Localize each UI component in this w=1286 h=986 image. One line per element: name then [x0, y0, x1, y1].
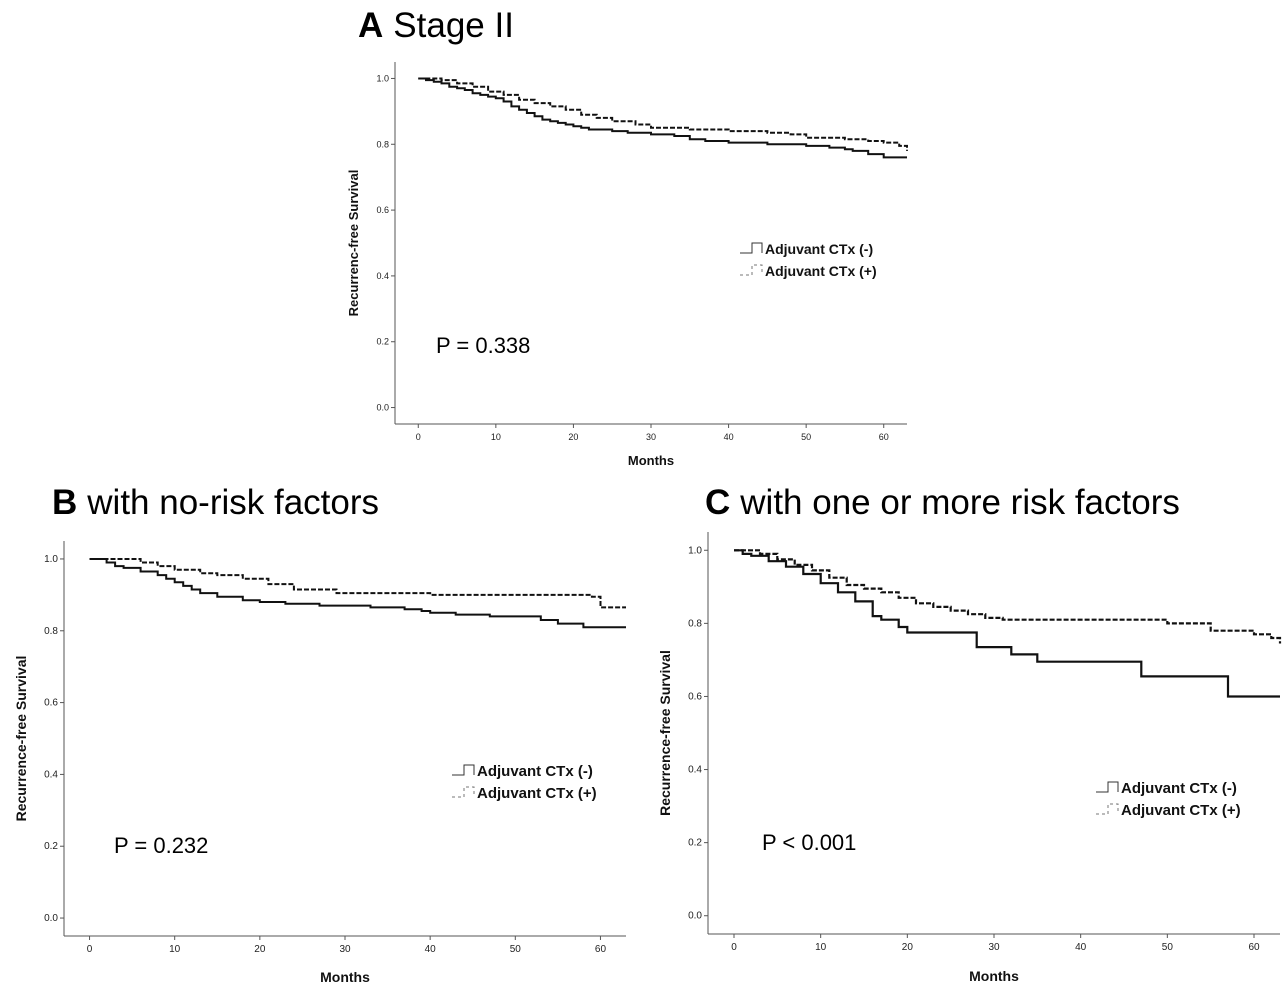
legend-swatch [1096, 803, 1119, 815]
y-axis-label: Recurrenc-free Survival [346, 170, 361, 317]
x-tick-label: 10 [169, 944, 181, 955]
x-tick-label: 0 [416, 432, 421, 442]
x-axis-label: Months [969, 968, 1019, 984]
y-tick-label: 0.6 [44, 698, 58, 709]
chart-panel-b: 0.0 0.2 0.4 0.6 0.8 1.0 0 10 20 30 40 50 60 Months Rec… [13, 541, 626, 985]
legend-swatch [740, 264, 763, 276]
x-tick-label: 50 [801, 432, 811, 442]
legend-label: Adjuvant CTx (-) [1121, 780, 1237, 797]
y-tick-label: 0.4 [376, 271, 389, 281]
panel-b-title-text: with no-risk factors [87, 483, 380, 522]
y-tick-label: 1.0 [44, 554, 58, 565]
p-value-annotation: P = 0.232 [114, 833, 208, 858]
x-tick-label: 20 [568, 432, 578, 442]
legend-swatch [452, 786, 475, 798]
series-line-ctx-plus [89, 558, 626, 609]
y-tick-label: 0.0 [44, 913, 58, 924]
legend-label: Adjuvant CTx (-) [765, 241, 873, 257]
x-tick-label: 60 [879, 432, 889, 442]
legend-swatch [452, 764, 475, 776]
x-tick-label: 30 [646, 432, 656, 442]
y-axis-label: Recurrence-free Survival [13, 656, 29, 822]
x-tick-label: 50 [1162, 942, 1174, 953]
y-tick-label: 0.8 [44, 626, 58, 637]
y-tick-label: 0.4 [44, 769, 58, 780]
series-line-ctx-minus [89, 558, 626, 629]
panel-c-title-text: with one or more risk factors [740, 483, 1180, 522]
x-tick-label: 50 [510, 944, 522, 955]
legend-label: Adjuvant CTx (+) [477, 785, 597, 802]
panel-b-letter: B [52, 483, 78, 522]
legend-label: Adjuvant CTx (+) [765, 263, 877, 279]
x-tick-label: 30 [988, 942, 1000, 953]
legend-label: Adjuvant CTx (+) [1121, 802, 1241, 819]
x-tick-label: 30 [339, 944, 351, 955]
series-line-ctx-minus [418, 77, 907, 159]
x-tick-label: 20 [254, 944, 266, 955]
x-axis-label: Months [628, 453, 674, 468]
y-axis-label: Recurrence-free Survival [657, 650, 673, 816]
panel-a-title-text: Stage II [393, 6, 514, 45]
y-tick-label: 1.0 [376, 73, 389, 83]
y-tick-label: 0.2 [376, 337, 389, 347]
x-tick-label: 40 [1075, 942, 1087, 953]
panel-a-title: A Stage II [358, 8, 514, 43]
panel-c-letter: C [705, 483, 731, 522]
legend-swatch [1096, 781, 1119, 793]
y-tick-label: 1.0 [688, 545, 702, 556]
x-tick-label: 0 [87, 944, 93, 955]
y-tick-label: 0.8 [376, 139, 389, 149]
y-tick-label: 0.0 [376, 403, 389, 413]
legend-label: Adjuvant CTx (-) [477, 763, 593, 780]
y-tick-label: 0.2 [688, 838, 702, 849]
y-tick-label: 0.8 [688, 618, 702, 629]
y-tick-label: 0.2 [44, 841, 58, 852]
y-tick-label: 0.6 [688, 691, 702, 702]
legend-swatch [740, 242, 763, 254]
x-tick-label: 40 [724, 432, 734, 442]
p-value-annotation: P < 0.001 [762, 830, 856, 855]
x-tick-label: 60 [595, 944, 607, 955]
x-tick-label: 40 [425, 944, 437, 955]
chart-panel-c: 0.0 0.2 0.4 0.6 0.8 1.0 0 10 20 30 40 50 60 Months Rec… [657, 532, 1282, 984]
x-tick-label: 20 [902, 942, 914, 953]
series-line-ctx-plus [418, 77, 908, 151]
y-tick-label: 0.6 [376, 205, 389, 215]
y-tick-label: 0.0 [688, 911, 702, 922]
x-tick-label: 10 [815, 942, 827, 953]
x-axis-label: Months [320, 969, 370, 985]
p-value-annotation: P = 0.338 [436, 333, 530, 358]
series-line-ctx-minus [734, 549, 1280, 698]
x-tick-label: 60 [1248, 942, 1260, 953]
x-tick-label: 0 [731, 942, 737, 953]
y-tick-label: 0.4 [688, 765, 702, 776]
series-line-ctx-plus [734, 549, 1282, 644]
chart-panel-a: 0.0 0.2 0.4 0.6 0.8 1.0 0 10 20 30 40 50 60 Months Rec… [346, 62, 908, 468]
x-tick-label: 10 [491, 432, 501, 442]
panel-a-letter: A [358, 6, 384, 45]
